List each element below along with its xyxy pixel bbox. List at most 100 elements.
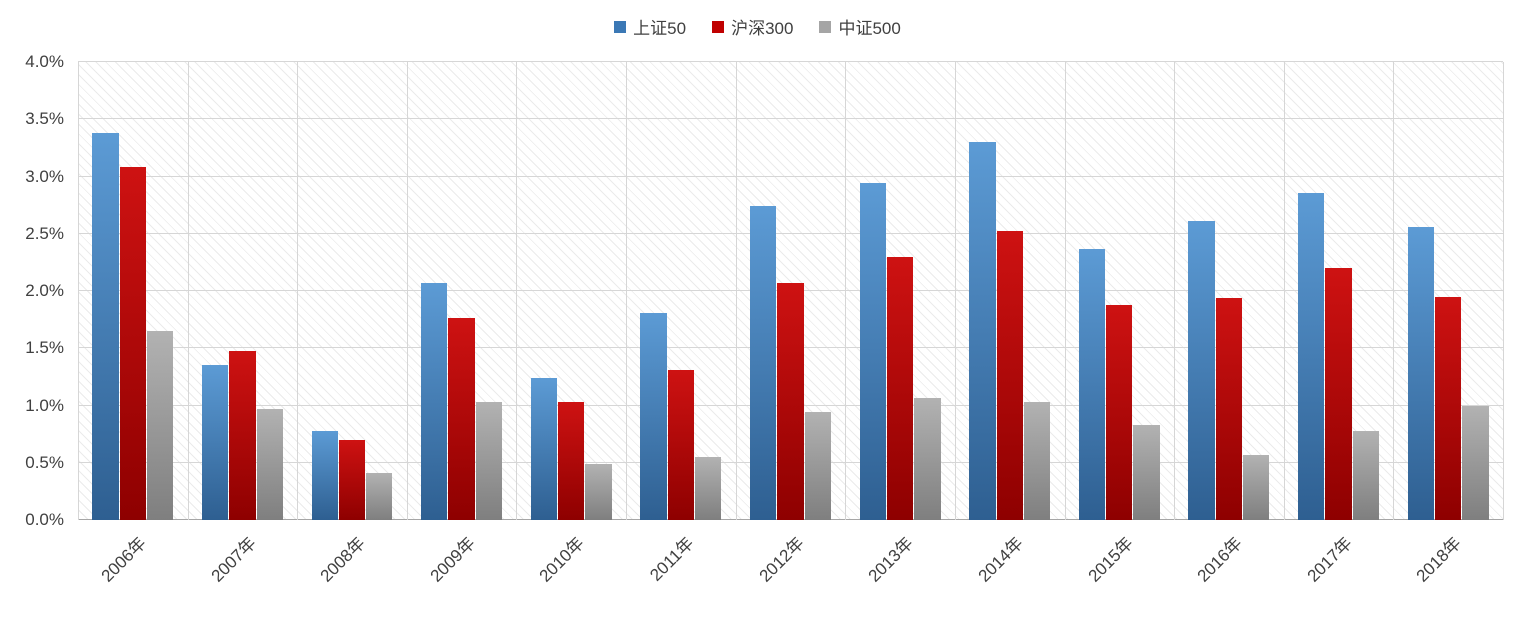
bar-上证50	[859, 183, 886, 520]
bar-group	[78, 62, 188, 520]
y-axis: 0.0% 0.5% 1.0% 1.5% 2.0% 2.5% 3.0% 3.5% 4.0%	[0, 52, 70, 529]
x-tick-label: 2010年	[536, 533, 589, 586]
bar-上证50	[421, 283, 448, 520]
bar-中证500	[146, 331, 174, 520]
bar-group	[955, 62, 1065, 520]
bar-沪深300	[1215, 297, 1243, 520]
bar-group	[845, 62, 955, 520]
bar-group	[188, 62, 298, 520]
bar-group	[1393, 62, 1503, 520]
bar-上证50	[750, 206, 777, 520]
gridline-v	[516, 62, 518, 520]
bar-groups	[78, 62, 1503, 520]
gridline-v	[297, 62, 299, 520]
y-tick-label: 4.0%	[25, 52, 64, 71]
bar-中证500	[1243, 454, 1270, 520]
gridline-v	[1283, 62, 1285, 520]
gridline-v	[78, 62, 79, 520]
bar-group	[1284, 62, 1394, 520]
bar-上证50	[530, 378, 558, 520]
bar-沪深300	[886, 256, 914, 520]
bar-group	[297, 62, 407, 520]
gridline-h	[78, 61, 1503, 62]
bar-沪深300	[229, 350, 256, 520]
bar-沪深300	[558, 402, 585, 520]
x-tick-label: 2008年	[316, 533, 370, 586]
y-tick-label: 3.5%	[25, 109, 64, 129]
bar-沪深300	[448, 318, 475, 520]
gridline-h	[78, 175, 1503, 177]
bar-上证50	[201, 365, 229, 520]
bar-上证50	[640, 312, 667, 520]
x-tick-label: 2009年	[426, 533, 479, 586]
legend-label: 上证50	[633, 19, 687, 38]
x-tick-label: 2015年	[1084, 533, 1137, 586]
bar-沪深300	[996, 231, 1023, 520]
x-tick-label: 2014年	[974, 533, 1027, 586]
bar-上证50	[92, 133, 119, 520]
bar-上证50	[1188, 221, 1215, 520]
y-tick-label: 0.5%	[25, 452, 64, 472]
legend-swatch-blue	[614, 20, 627, 33]
gridline-v	[845, 62, 847, 520]
legend-swatch-red	[712, 20, 725, 33]
x-tick-label: 2012年	[755, 533, 808, 586]
gridline-v	[735, 62, 737, 520]
bar-中证500	[256, 408, 283, 520]
bar-中证500	[475, 402, 503, 520]
gridline-v	[626, 62, 628, 520]
bar-中证500	[1352, 430, 1379, 520]
bar-沪深300	[1434, 296, 1462, 520]
y-tick-label: 3.0%	[25, 166, 64, 186]
x-tick-label: 2018年	[1412, 533, 1466, 586]
gridline-v	[1064, 62, 1066, 520]
legend: 上证50 沪深300 中证500	[0, 14, 1515, 39]
plot-area	[78, 61, 1504, 520]
legend-item: 中证500	[819, 14, 901, 39]
bar-中证500	[366, 473, 393, 520]
bar-group	[736, 62, 846, 520]
x-tick-label: 2007年	[207, 533, 260, 586]
legend-swatch-gray	[819, 20, 832, 33]
gridline-v	[1503, 62, 1504, 520]
x-tick-label: 2013年	[864, 533, 918, 586]
y-tick-label: 0.0%	[25, 510, 64, 529]
bar-沪深300	[777, 283, 804, 520]
bar-中证500	[914, 397, 941, 520]
x-tick-label: 2017年	[1303, 533, 1356, 586]
bar-中证500	[1023, 402, 1051, 520]
legend-item: 上证50	[614, 14, 686, 39]
bar-沪深300	[119, 167, 146, 520]
y-tick-label: 1.5%	[25, 338, 64, 358]
bar-上证50	[1078, 248, 1106, 520]
gridline-h	[78, 232, 1503, 234]
bar-group	[516, 62, 626, 520]
y-tick-label: 2.0%	[25, 281, 64, 300]
x-tick-label: 2006年	[97, 533, 150, 586]
bar-沪深300	[338, 439, 366, 520]
bar-中证500	[804, 412, 831, 520]
bar-中证500	[585, 463, 612, 520]
gridline-v	[187, 62, 189, 520]
x-tick-label: 2016年	[1193, 533, 1246, 586]
bar-中证500	[695, 457, 722, 520]
gridline-h	[78, 118, 1503, 120]
bar-沪深300	[1106, 304, 1133, 520]
x-tick-label: 2011年	[646, 533, 698, 585]
gridline-v	[954, 62, 956, 520]
bar-group	[626, 62, 736, 520]
bar-中证500	[1462, 405, 1489, 520]
x-axis: 2006年 2007年 2008年 2009年 2010年 2011年 2012年 2013年…	[78, 522, 1503, 612]
bar-沪深300	[1325, 268, 1352, 520]
legend-item: 沪深300	[712, 14, 793, 39]
bar-group	[1064, 62, 1174, 520]
gridline-v	[1174, 62, 1176, 520]
legend-label: 沪深300	[731, 19, 794, 38]
gridline-v	[1393, 62, 1395, 520]
bar-上证50	[311, 430, 338, 520]
bar-上证50	[1407, 226, 1434, 520]
y-tick-label: 1.0%	[25, 395, 64, 415]
gridline-v	[406, 62, 408, 520]
bar-group	[1174, 62, 1284, 520]
